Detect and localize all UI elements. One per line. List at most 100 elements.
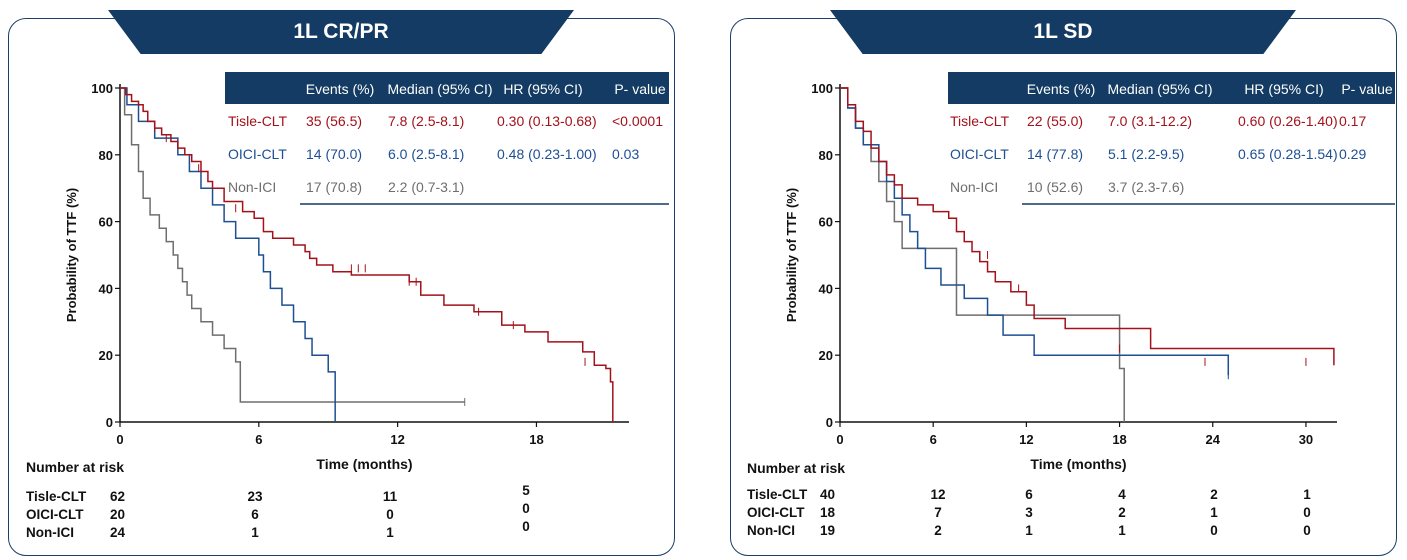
risk-value: 0 [1303, 523, 1311, 538]
risk-value: 1 [1118, 523, 1126, 538]
stats-events: 14 (70.0) [306, 146, 362, 162]
stats-row-label: OICI-CLT [950, 146, 1009, 162]
stats-pvalue: 0.17 [1339, 113, 1366, 129]
risk-row-label: Non-ICI [747, 523, 795, 538]
stats-table-header-bg [225, 72, 669, 104]
stats-hr: 0.48 (0.23-1.00) [497, 146, 597, 162]
km-curve-oici-clt [840, 87, 1230, 376]
y-tick-label: 60 [99, 215, 113, 230]
km-curve-oici-clt [120, 87, 336, 422]
y-tick-label: 20 [99, 348, 113, 363]
x-tick-label: 12 [1019, 432, 1033, 447]
risk-value: 3 [1025, 505, 1033, 520]
stats-pvalue: 0.29 [1339, 146, 1366, 162]
stats-median: 6.0 (2.5-8.1) [388, 146, 464, 162]
panel-title-crpr: 1L CR/PR [108, 10, 574, 54]
stats-table-header: P- value [614, 81, 666, 97]
stats-table-header: Events (%) [306, 81, 374, 97]
x-axis-label: Time (months) [316, 456, 412, 472]
risk-value: 7 [934, 505, 942, 520]
stats-hr: 0.30 (0.13-0.68) [497, 113, 597, 129]
risk-value: 4 [1118, 487, 1126, 502]
stats-table-header: Events (%) [1027, 81, 1095, 97]
x-axis-label: Time (months) [1030, 456, 1126, 472]
risk-row-label: Non-ICI [26, 525, 74, 540]
km-curve-tisle-clt [120, 87, 614, 422]
risk-value: 1 [1025, 523, 1033, 538]
stats-pvalue: 0.03 [612, 146, 639, 162]
km-curve-non-ici [840, 87, 1125, 422]
stats-events: 14 (77.8) [1027, 146, 1083, 162]
stats-events: 22 (55.0) [1027, 113, 1083, 129]
stats-events: 17 (70.8) [306, 179, 362, 195]
risk-value: 6 [251, 507, 259, 522]
y-tick-label: 20 [819, 348, 833, 363]
panel-title-sd: 1L SD [830, 10, 1296, 54]
y-tick-label: 0 [106, 415, 113, 430]
stats-table-header: HR (95% CI) [503, 81, 582, 97]
x-tick-label: 0 [116, 432, 123, 447]
risk-row-label: Tisle-CLT [26, 489, 87, 504]
y-tick-label: 40 [819, 281, 833, 296]
stats-median: 5.1 (2.2-9.5) [1108, 146, 1184, 162]
stats-table-header: HR (95% CI) [1244, 81, 1323, 97]
stats-hr: 0.60 (0.26-1.40) [1238, 113, 1338, 129]
risk-value: 62 [110, 489, 125, 504]
stats-row-label: OICI-CLT [228, 146, 287, 162]
stats-median: 2.2 (0.7-3.1) [388, 179, 464, 195]
stats-hr: 0.65 (0.28-1.54) [1238, 146, 1338, 162]
x-tick-label: 18 [529, 432, 543, 447]
risk-row-label: Tisle-CLT [747, 487, 808, 502]
stats-events: 10 (52.6) [1027, 179, 1083, 195]
y-tick-label: 0 [826, 415, 833, 430]
risk-value: 0 [522, 501, 530, 516]
x-tick-label: 12 [390, 432, 404, 447]
stats-pvalue: <0.0001 [612, 113, 663, 129]
risk-value: 0 [522, 519, 530, 534]
risk-value: 11 [383, 489, 398, 504]
x-tick-label: 24 [1206, 432, 1221, 447]
stats-table-header: P- value [1341, 81, 1393, 97]
risk-value: 23 [247, 489, 263, 504]
risk-value: 18 [820, 505, 836, 520]
stats-median: 7.8 (2.5-8.1) [388, 113, 464, 129]
risk-value: 1 [1210, 505, 1218, 520]
x-tick-label: 6 [255, 432, 262, 447]
stats-table-header: Median (95% CI) [1107, 81, 1212, 97]
stats-row-label: Non-ICI [228, 179, 276, 195]
risk-value: 5 [522, 483, 530, 498]
stats-table-header-bg [948, 72, 1395, 104]
risk-value: 1 [251, 525, 259, 540]
risk-value: 1 [1303, 487, 1311, 502]
y-tick-label: 60 [819, 215, 833, 230]
risk-value: 2 [934, 523, 942, 538]
risk-table-title: Number at risk [747, 460, 845, 476]
risk-value: 6 [1025, 487, 1033, 502]
risk-value: 0 [386, 507, 394, 522]
stats-row-label: Tisle-CLT [228, 113, 288, 129]
x-tick-label: 0 [836, 432, 843, 447]
risk-value: 19 [820, 523, 835, 538]
x-tick-label: 18 [1112, 432, 1126, 447]
y-tick-label: 80 [99, 148, 113, 163]
y-tick-label: 100 [811, 81, 833, 96]
stats-events: 35 (56.5) [306, 113, 362, 129]
y-axis-label: Probability of TTF (%) [784, 188, 799, 322]
risk-value: 0 [1303, 505, 1311, 520]
risk-value: 2 [1118, 505, 1126, 520]
risk-value: 40 [820, 487, 835, 502]
risk-value: 20 [110, 507, 125, 522]
x-tick-label: 30 [1299, 432, 1313, 447]
risk-table-title: Number at risk [26, 459, 124, 475]
stats-table-header: Median (95% CI) [387, 81, 492, 97]
risk-value: 24 [110, 525, 126, 540]
stats-row-label: Tisle-CLT [950, 113, 1010, 129]
km-curve-tisle-clt [840, 87, 1335, 366]
km-curve-non-ici [120, 87, 465, 403]
risk-value: 12 [930, 487, 945, 502]
risk-row-label: OICI-CLT [26, 507, 84, 522]
risk-value: 1 [386, 525, 394, 540]
stats-median: 7.0 (3.1-12.2) [1108, 113, 1192, 129]
